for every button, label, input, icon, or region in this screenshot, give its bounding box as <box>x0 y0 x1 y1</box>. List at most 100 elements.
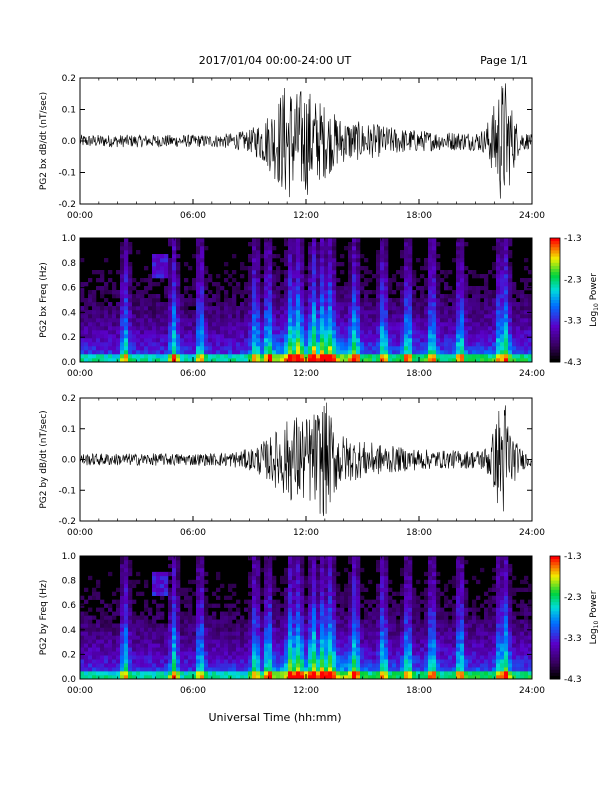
heatmap-cell <box>352 282 357 287</box>
heatmap-cell <box>240 667 245 672</box>
heatmap-cell <box>364 647 369 652</box>
heatmap-cell <box>188 671 193 676</box>
colorbar-swatch <box>550 244 560 248</box>
heatmap-cell <box>348 322 353 327</box>
heatmap-cell <box>376 643 381 648</box>
heatmap-cell <box>336 298 341 303</box>
heatmap-cell <box>460 278 465 283</box>
heatmap-cell <box>260 651 265 656</box>
heatmap-cell <box>248 675 253 680</box>
heatmap-cell <box>88 627 93 632</box>
heatmap-cell <box>456 354 461 359</box>
heatmap-cell <box>204 246 209 251</box>
heatmap-cell <box>192 330 197 335</box>
heatmap-cell <box>104 663 109 668</box>
heatmap-cell <box>152 639 157 644</box>
heatmap-cell <box>336 595 341 600</box>
heatmap-cell <box>296 639 301 644</box>
heatmap-cell <box>380 278 385 283</box>
heatmap-cell <box>240 266 245 271</box>
heatmap-cell <box>152 254 157 259</box>
heatmap-cell <box>400 322 405 327</box>
heatmap-cell <box>80 286 85 291</box>
heatmap-cell <box>276 346 281 351</box>
heatmap-cell <box>476 334 481 339</box>
heatmap-cell <box>400 318 405 323</box>
heatmap-cell <box>292 663 297 668</box>
heatmap-cell <box>508 238 513 243</box>
heatmap-cell <box>500 358 505 363</box>
heatmap-cell <box>420 322 425 327</box>
heatmap-cell <box>336 346 341 351</box>
heatmap-cell <box>204 647 209 652</box>
heatmap-cell <box>152 623 157 628</box>
heatmap-cell <box>336 611 341 616</box>
heatmap-cell <box>120 334 125 339</box>
heatmap-cell <box>80 354 85 359</box>
heatmap-cell <box>232 318 237 323</box>
heatmap-cell <box>324 651 329 656</box>
heatmap-cell <box>140 619 145 624</box>
heatmap-cell <box>212 603 217 608</box>
heatmap-cell <box>284 571 289 577</box>
heatmap-cell <box>528 314 533 319</box>
heatmap-cell <box>228 655 233 660</box>
heatmap-cell <box>280 655 285 660</box>
y-tick-label: 0.1 <box>62 106 76 116</box>
heatmap-cell <box>372 619 377 624</box>
heatmap-cell <box>104 306 109 311</box>
heatmap-cell <box>216 354 221 359</box>
heatmap-cell <box>316 647 321 652</box>
heatmap-cell <box>352 270 357 275</box>
heatmap-cell <box>176 615 181 620</box>
heatmap-cell <box>336 342 341 347</box>
y-tick-label: 0.0 <box>62 358 77 368</box>
heatmap-cell <box>196 250 201 255</box>
heatmap-cell <box>136 571 141 577</box>
heatmap-cell <box>176 675 181 680</box>
heatmap-cell <box>456 286 461 291</box>
heatmap-cell <box>380 623 385 628</box>
heatmap-cell <box>152 579 157 585</box>
heatmap-cell <box>212 615 217 620</box>
heatmap-cell <box>172 559 177 565</box>
heatmap-cell <box>328 262 333 267</box>
heatmap-cell <box>424 258 429 263</box>
heatmap-cell <box>200 619 205 624</box>
heatmap-cell <box>216 314 221 319</box>
heatmap-cell <box>168 346 173 351</box>
heatmap-cell <box>216 663 221 668</box>
heatmap-cell <box>228 595 233 600</box>
heatmap-cell <box>168 595 173 600</box>
heatmap-cell <box>240 326 245 331</box>
heatmap-cell <box>232 675 237 680</box>
heatmap-cell <box>248 358 253 363</box>
heatmap-cell <box>120 671 125 676</box>
heatmap-cell <box>512 314 517 319</box>
heatmap-cell <box>256 310 261 315</box>
heatmap-cell <box>288 334 293 339</box>
heatmap-cell <box>108 655 113 660</box>
heatmap-cell <box>472 286 477 291</box>
heatmap-cell <box>348 571 353 577</box>
heatmap-cell <box>196 639 201 644</box>
heatmap-cell <box>428 270 433 275</box>
heatmap-cell <box>348 603 353 608</box>
heatmap-cell <box>316 334 321 339</box>
heatmap-cell <box>384 563 389 569</box>
heatmap-cell <box>356 635 361 640</box>
heatmap-cell <box>324 599 329 604</box>
heatmap-cell <box>188 643 193 648</box>
heatmap-cell <box>364 675 369 680</box>
heatmap-cell <box>396 330 401 335</box>
heatmap-cell <box>204 655 209 660</box>
heatmap-cell <box>328 559 333 565</box>
heatmap-cell <box>256 619 261 624</box>
heatmap-cell <box>496 246 501 251</box>
heatmap-cell <box>320 627 325 632</box>
heatmap-cell <box>272 651 277 656</box>
heatmap-cell <box>372 334 377 339</box>
heatmap-cell <box>316 591 321 596</box>
heatmap-cell <box>384 623 389 628</box>
heatmap-cell <box>396 350 401 355</box>
